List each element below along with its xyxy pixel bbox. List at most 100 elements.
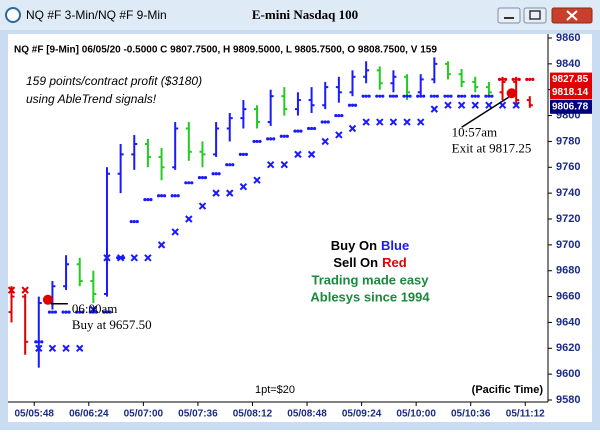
stop-x — [21, 286, 29, 294]
chart-canvas — [8, 34, 592, 422]
stop-dot — [197, 176, 202, 180]
stop-dot — [173, 194, 177, 198]
stop-x — [198, 202, 207, 210]
stop-dot — [64, 310, 68, 314]
stop-x — [116, 254, 125, 262]
stop-x — [62, 344, 70, 352]
stop-dot — [231, 163, 235, 167]
stop-dot — [326, 120, 330, 124]
minimize-button[interactable] — [497, 7, 521, 24]
price-tag — [550, 99, 592, 114]
x-tick-label: 05/07:00 — [124, 409, 164, 420]
stop-x — [7, 286, 16, 294]
trade-point — [42, 294, 53, 305]
stop-dot — [525, 77, 529, 81]
stop-dot — [293, 129, 297, 133]
stop-x — [212, 189, 220, 197]
stop-dot — [47, 310, 52, 314]
stop-dot — [473, 94, 477, 98]
stop-dot — [378, 94, 382, 98]
stop-dot — [162, 194, 167, 198]
x-tick-label: 05/07:36 — [178, 409, 218, 420]
x-tick-label: 05/08:48 — [287, 409, 327, 420]
stop-dot — [470, 94, 474, 98]
stop-dot — [81, 310, 85, 314]
stop-x — [471, 101, 479, 109]
restore-icon — [529, 10, 541, 20]
stop-dot — [214, 172, 218, 176]
stop-dot — [238, 152, 242, 156]
stop-dot — [419, 94, 423, 98]
stop-dot — [429, 94, 433, 98]
trade-point — [506, 88, 517, 99]
stop-x — [171, 228, 179, 236]
stop-dot — [405, 94, 409, 98]
stop-dot — [353, 103, 358, 107]
note: using AbleTrend signals! — [26, 92, 157, 106]
stop-dot — [102, 310, 106, 314]
stop-dot — [129, 219, 133, 224]
stop-dot — [347, 103, 352, 107]
signal-text: Buy On — [331, 238, 377, 253]
y-tick-label: 9680 — [556, 265, 580, 277]
stop-dot — [487, 94, 491, 98]
stop-dot — [517, 77, 521, 81]
y-tick-label: 9780 — [556, 135, 580, 147]
stop-dot — [312, 126, 317, 131]
stop-dot — [446, 94, 450, 98]
stop-x — [294, 150, 302, 159]
stop-dot — [463, 94, 467, 98]
stop-dot — [337, 113, 341, 118]
stop-dot — [299, 129, 303, 133]
stop-dot — [200, 176, 205, 180]
x-tick-label: 05/09:24 — [342, 409, 382, 420]
y-tick-label: 9660 — [556, 290, 580, 302]
stop-dot — [132, 219, 136, 224]
stop-dot — [511, 77, 515, 81]
stop-dot — [416, 94, 420, 98]
stop-dot — [266, 137, 270, 141]
stop-dot — [443, 94, 447, 98]
y-tick-label: 9740 — [556, 187, 580, 199]
x-tick-label: 05/08:12 — [233, 409, 273, 420]
stop-dot — [282, 134, 286, 138]
signal-text: Sell On — [333, 255, 378, 270]
stop-x — [76, 344, 84, 352]
x-tick-label: 06/06:24 — [69, 409, 109, 420]
stop-dot — [217, 172, 221, 176]
stop-dot — [170, 194, 174, 198]
stop-dot — [457, 94, 461, 98]
stop-dot — [225, 163, 229, 167]
stop-dot — [334, 113, 338, 118]
annotation-text: Exit at 9817.25 — [452, 140, 532, 155]
stop-dot — [460, 94, 464, 98]
stop-dot — [320, 120, 324, 124]
window-title: NQ #F 3-Min/NQ #F 9-Min — [26, 8, 167, 22]
signal-text: Sell On Red — [333, 255, 406, 270]
x-tick-label: 05/05:48 — [15, 409, 55, 420]
y-tick-label: 9720 — [556, 213, 580, 225]
stop-dot — [203, 176, 208, 180]
y-tick-label: 9600 — [556, 368, 580, 380]
stop-x — [157, 241, 166, 249]
stop-x — [35, 344, 43, 352]
stop-dot — [190, 181, 194, 185]
stop-dot — [211, 172, 215, 176]
stop-dot — [75, 310, 79, 314]
stop-x — [389, 118, 398, 126]
window-caption: E-mini Nasdaq 100 — [252, 7, 358, 22]
stop-dot — [528, 77, 532, 81]
point-value: 1pt=$20 — [255, 384, 295, 396]
stop-dot — [53, 310, 58, 314]
stop-x — [376, 118, 384, 126]
stop-dot — [394, 94, 399, 98]
price-tag-label: 9827.85 — [552, 74, 589, 85]
stop-dot — [375, 94, 379, 98]
stop-dot — [306, 126, 311, 131]
stop-x — [416, 118, 425, 126]
stop-dot — [269, 137, 273, 141]
stop-dot — [408, 94, 412, 98]
stop-dot — [149, 198, 153, 202]
note: 159 points/contract profit ($3180) — [26, 74, 202, 88]
y-tick-label: 9580 — [556, 394, 580, 406]
